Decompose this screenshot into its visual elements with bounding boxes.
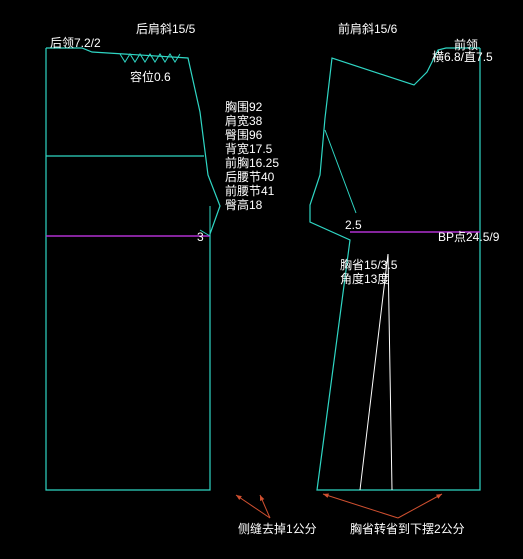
leader-dart-0-head: [323, 493, 329, 497]
back-piece-outline: [46, 48, 220, 490]
pattern-svg: [0, 0, 523, 559]
stage: 后领7.2/2后肩斜15/5容位0.6前肩斜15/6前领横6.8/直7.532.…: [0, 0, 523, 559]
leader-dart-0: [323, 494, 398, 518]
front-armhole-ref: [325, 130, 356, 213]
leader-side-0-head: [236, 495, 242, 500]
back-diag-small: [200, 230, 210, 236]
leader-dart-1: [398, 494, 442, 518]
front-piece-outline: [310, 48, 480, 490]
front-dart: [360, 254, 392, 490]
